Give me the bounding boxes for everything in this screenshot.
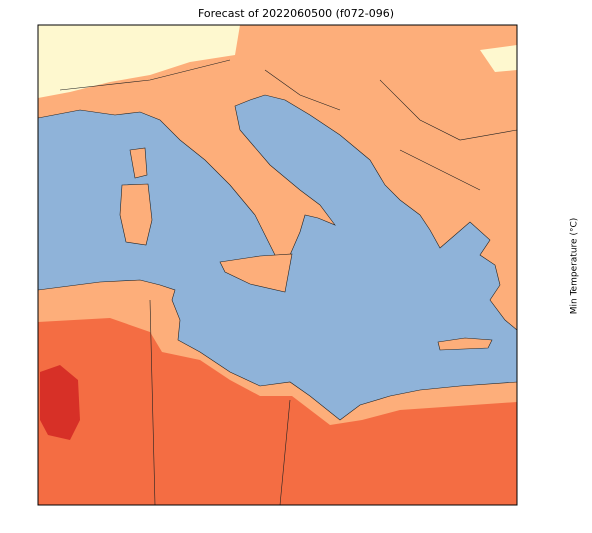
- island: [437, 337, 493, 351]
- hot-region: [38, 318, 517, 505]
- cool-region: [480, 45, 517, 72]
- island: [219, 253, 293, 293]
- title: Forecast of 2022060500 (f072-096): [198, 7, 394, 20]
- map-frame: [37, 24, 518, 506]
- island: [129, 147, 148, 179]
- colorbar-label: Min Temperature (°C): [570, 218, 580, 315]
- island: [119, 183, 153, 246]
- border: [59, 59, 517, 505]
- cool-region: [38, 25, 240, 98]
- map-layers: [38, 25, 517, 505]
- sea: [38, 94, 517, 421]
- hot-region: [40, 365, 80, 440]
